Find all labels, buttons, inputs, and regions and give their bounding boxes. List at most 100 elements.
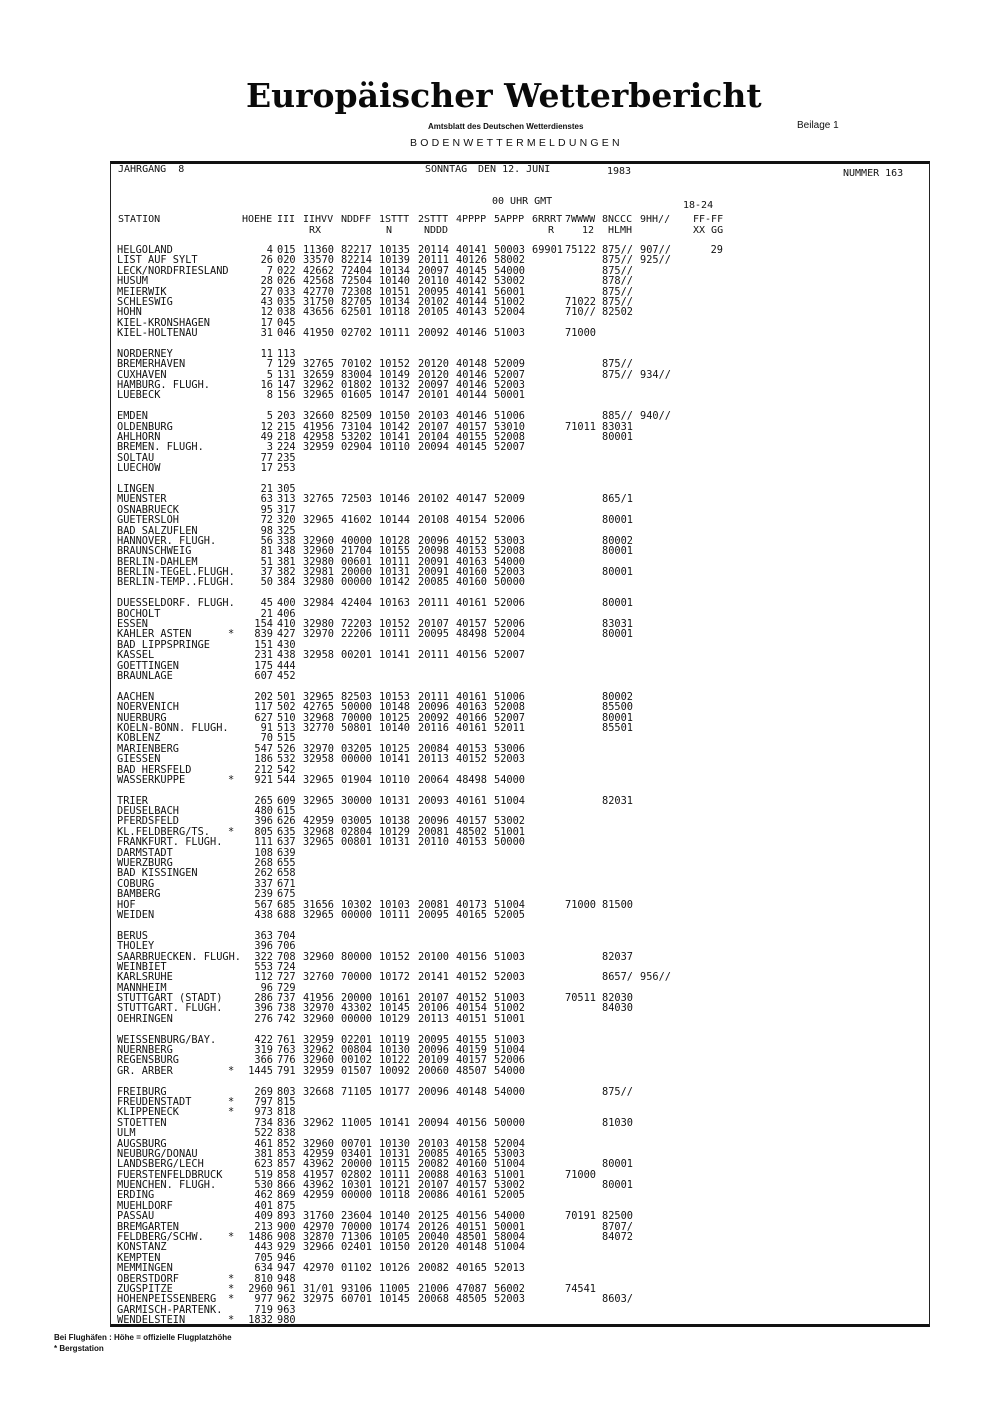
value-iii: 858 xyxy=(277,1168,296,1181)
value-iii: 317 xyxy=(277,503,296,516)
value-hoehe: 265 xyxy=(254,794,273,807)
value-hoehe: 27 xyxy=(260,285,273,298)
value-4pppp: 40160 xyxy=(456,566,487,579)
station-name: COBURG xyxy=(117,877,155,890)
station-row: REGENSBURG 366 776 32960 00102 10122 20109 4015… xyxy=(0,1055,1000,1066)
value-iihvv: 32981 xyxy=(303,566,334,579)
value-iihvv: 32962 xyxy=(303,1044,334,1057)
value-iii: 427 xyxy=(277,628,296,641)
value-iii: 869 xyxy=(277,1189,296,1202)
station-row: KLIPPENECK * 973 818 xyxy=(0,1107,1000,1118)
value-8nccc: 80001 xyxy=(602,597,633,610)
column-header-8nccc-sub: HLMH xyxy=(608,225,633,236)
supplement-label: Beilage 1 xyxy=(797,120,839,131)
station-row: KIEL-KRONSHAGEN 17 045 xyxy=(0,317,1000,328)
value-iii: 704 xyxy=(277,929,296,942)
value-5appp: 52007 xyxy=(494,711,525,724)
observation-time: 00 UHR GMT xyxy=(492,196,553,207)
value-iii: 218 xyxy=(277,431,296,444)
value-5appp: 50001 xyxy=(494,389,525,402)
value-nddff: 71105 xyxy=(341,1085,372,1098)
value-hoehe: 401 xyxy=(254,1199,273,1212)
value-7wwww: 71022 xyxy=(565,295,596,308)
value-4pppp: 40153 xyxy=(456,545,487,558)
value-hoehe: 7 xyxy=(266,358,273,371)
value-iii: 026 xyxy=(277,275,296,288)
value-iii: 156 xyxy=(277,389,296,402)
station-name: HUSUM xyxy=(117,275,148,288)
value-iii: 502 xyxy=(277,701,296,714)
value-2sttt: 20100 xyxy=(418,950,449,963)
value-nddff: 00601 xyxy=(341,555,372,568)
mountain-station-marker: * xyxy=(228,1293,235,1306)
value-iii: 452 xyxy=(277,669,296,682)
value-iii: 147 xyxy=(277,379,296,392)
value-4pppp: 40165 xyxy=(456,1262,487,1275)
station-name: MUENSTER xyxy=(117,493,167,506)
station-name: FUERSTENFELDBRUCK xyxy=(117,1168,223,1181)
value-nddff: 10302 xyxy=(341,898,372,911)
value-5appp: 52007 xyxy=(494,441,525,454)
value-nddff: 50000 xyxy=(341,701,372,714)
value-iihvv: 41956 xyxy=(303,420,334,433)
station-name: AUGSBURG xyxy=(117,1137,167,1150)
value-iii: 875 xyxy=(277,1199,296,1212)
station-name: LIST AUF SYLT xyxy=(117,254,198,267)
column-header-station: STATION xyxy=(118,214,161,225)
value-iihvv: 42770 xyxy=(303,285,334,298)
station-row: DEUSELBACH 480 615 xyxy=(0,806,1000,817)
value-nddff: 01507 xyxy=(341,1064,372,1077)
value-nddff: 20000 xyxy=(341,1158,372,1171)
value-iihvv: 42765 xyxy=(303,701,334,714)
value-1sttt: 10129 xyxy=(379,1012,410,1025)
value-iii: 382 xyxy=(277,566,296,579)
value-4pppp: 40151 xyxy=(456,1012,487,1025)
station-name: BAD LIPPSPRINGE xyxy=(117,638,210,651)
value-5appp: 50000 xyxy=(494,576,525,589)
value-nddff: 00801 xyxy=(341,836,372,849)
value-iii: 900 xyxy=(277,1220,296,1233)
value-nddff: 70102 xyxy=(341,358,372,371)
value-2sttt: 20082 xyxy=(418,1262,449,1275)
station-row: ESSEN 154 410 32980 72203 10152 20107 40157 5200… xyxy=(0,619,1000,630)
value-iii: 406 xyxy=(277,607,296,620)
station-row: STOETTEN 734 836 32962 11005 10141 20094 40156 5… xyxy=(0,1117,1000,1128)
value-5appp: 52007 xyxy=(494,649,525,662)
value-1sttt: 10118 xyxy=(379,306,410,319)
value-4pppp: 40144 xyxy=(456,389,487,402)
value-8nccc: 82030 xyxy=(602,992,633,1005)
value-nddff: 20000 xyxy=(341,992,372,1005)
value-hoehe: 634 xyxy=(254,1262,273,1275)
station-row: WUERZBURG 268 655 xyxy=(0,858,1000,869)
value-7wwww: 70191 xyxy=(565,1210,596,1223)
station-name: NORDERNEY xyxy=(117,347,173,360)
value-1sttt: 10153 xyxy=(379,690,410,703)
value-iihvv: 32765 xyxy=(303,493,334,506)
value-hoehe: 797 xyxy=(254,1095,273,1108)
value-iii: 658 xyxy=(277,867,296,880)
value-iii: 224 xyxy=(277,441,296,454)
value-1sttt: 10146 xyxy=(379,493,410,506)
station-row: OEHRINGEN 276 742 32960 00000 10129 20113 40151… xyxy=(0,1012,1000,1025)
value-iihvv: 32975 xyxy=(303,1293,334,1306)
value-iii: 526 xyxy=(277,742,296,755)
station-name: LANDSBERG/LECH xyxy=(117,1158,204,1171)
value-hoehe: 519 xyxy=(254,1168,273,1181)
value-8nccc: 80001 xyxy=(602,514,633,527)
station-name: BREMEN. FLUGH. xyxy=(117,441,204,454)
value-8nccc: 80001 xyxy=(602,566,633,579)
value-iii: 348 xyxy=(277,545,296,558)
value-hoehe: 81 xyxy=(260,545,273,558)
station-name: WEINBIET xyxy=(117,960,167,973)
station-row: MANNHEIM 96 729 xyxy=(0,982,1000,993)
station-name: HOHN xyxy=(117,306,142,319)
value-hoehe: 567 xyxy=(254,898,273,911)
value-nddff: 00804 xyxy=(341,1044,372,1057)
value-nddff: 02904 xyxy=(341,441,372,454)
value-5appp: 52003 xyxy=(494,379,525,392)
station-row: STUTTGART. FLUGH. 396 738 32970 43302 10145 20… xyxy=(0,1003,1000,1014)
value-iihvv: 32965 xyxy=(303,514,334,527)
value-1sttt: 10144 xyxy=(379,514,410,527)
station-row: BERLIN-TEMP..FLUGH. 50 384 32980 00000 10142 2… xyxy=(0,576,1000,589)
station-name: HELGOLAND xyxy=(117,244,173,256)
